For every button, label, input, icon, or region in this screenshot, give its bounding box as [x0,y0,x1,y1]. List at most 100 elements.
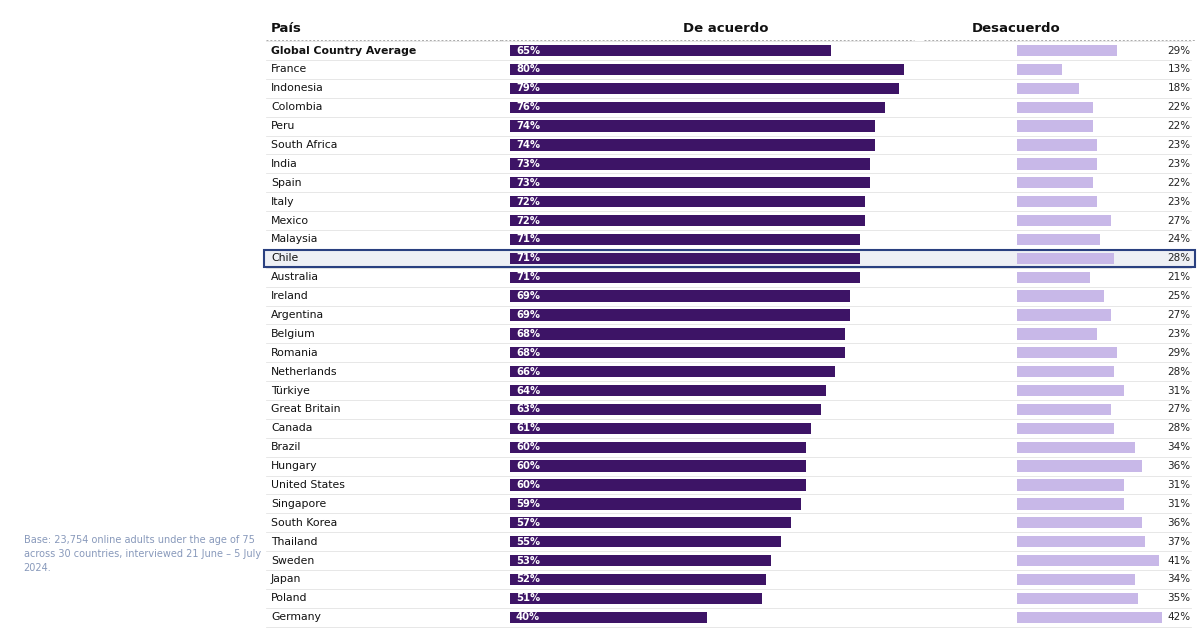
Bar [510,460,806,472]
Text: 23%: 23% [1168,140,1190,150]
Text: 29%: 29% [1168,348,1190,358]
Text: Japan: Japan [271,575,301,584]
Bar [1018,120,1093,132]
Text: 71%: 71% [516,234,540,244]
Text: Brazil: Brazil [271,442,301,452]
Bar [1018,310,1110,321]
Text: 71%: 71% [516,253,540,263]
Bar [510,611,707,623]
Bar [510,120,875,132]
Bar [1018,347,1117,358]
Text: 63%: 63% [516,404,540,415]
Text: Colombia: Colombia [271,103,323,112]
Text: Great Britain: Great Britain [271,404,341,415]
Bar [1018,555,1159,567]
Text: 40%: 40% [516,612,540,622]
Text: 41%: 41% [1168,556,1190,565]
Bar [510,253,860,264]
Text: 28%: 28% [1168,253,1190,263]
Text: 22%: 22% [1168,103,1190,112]
Text: 28%: 28% [1168,423,1190,434]
Bar [510,479,806,491]
Text: 31%: 31% [1168,480,1190,490]
Text: ¿Qué tan de acuerdo o en
desacuerdo está con cada
una de las siguientes
afirmaci: ¿Qué tan de acuerdo o en desacuerdo está… [24,76,216,157]
Text: 61%: 61% [516,423,540,434]
Text: Base: 23,754 online adults under the age of 75
across 30 countries, interviewed : Base: 23,754 online adults under the age… [24,535,260,573]
Bar [1018,611,1163,623]
Text: 79%: 79% [516,84,540,93]
Text: 72%: 72% [516,216,540,225]
Text: 27%: 27% [1168,216,1190,225]
Text: 23%: 23% [1168,159,1190,169]
Bar [510,215,865,226]
Bar [510,310,851,321]
Text: 65%: 65% [516,46,540,56]
Text: Singapore: Singapore [271,499,326,509]
Polygon shape [188,557,262,633]
Text: 22%: 22% [1168,178,1190,188]
Bar [1018,573,1135,585]
Text: 36%: 36% [1168,518,1190,528]
Bar [510,329,845,339]
Text: 55%: 55% [516,537,540,547]
Text: 68%: 68% [516,329,540,339]
Text: 51%: 51% [516,593,540,603]
Text: Canada: Canada [271,423,312,434]
Bar [510,366,835,377]
Text: Se debe
prohibir a los niños menores
de 14 años el uso de redes
sociales tanto d: Se debe prohibir a los niños menores de … [24,145,260,246]
Bar [1018,234,1100,245]
Text: France: France [271,65,307,75]
Text: Germany: Germany [271,612,320,622]
Text: 28%: 28% [1168,367,1190,377]
Text: 27%: 27% [1168,310,1190,320]
Text: Indonesia: Indonesia [271,84,324,93]
Bar [510,573,767,585]
Bar [510,536,781,548]
Bar [510,139,875,151]
Text: 52%: 52% [516,575,540,584]
Bar [1018,158,1097,170]
Text: 22%: 22% [1168,121,1190,131]
Text: Italy: Italy [271,197,294,207]
Bar [510,64,905,75]
Text: 72%: 72% [516,197,540,207]
Text: 74%: 74% [516,140,540,150]
Text: United States: United States [271,480,344,490]
Bar [510,592,762,604]
Bar [510,83,900,94]
Text: Romania: Romania [271,348,319,358]
Bar [1018,592,1139,604]
Text: 69%: 69% [516,310,540,320]
Text: South Korea: South Korea [271,518,337,528]
Text: 57%: 57% [516,518,540,528]
Text: Spain: Spain [271,178,301,188]
Text: 35%: 35% [1168,593,1190,603]
Text: 34%: 34% [1168,575,1190,584]
Text: Argentina: Argentina [271,310,324,320]
Text: Sweden: Sweden [271,556,314,565]
Bar [510,347,845,358]
Text: 18%: 18% [1168,84,1190,93]
Bar [1018,83,1079,94]
Text: Peru: Peru [271,121,295,131]
Bar [1018,460,1141,472]
Text: Türkiye: Türkiye [271,385,310,396]
Text: Desacuerdo: Desacuerdo [972,22,1061,35]
Text: 23%: 23% [1168,197,1190,207]
Bar [1018,215,1110,226]
Bar [1018,385,1124,396]
Bar [510,404,821,415]
Text: 60%: 60% [516,461,540,471]
Bar [510,498,800,510]
Text: 60%: 60% [516,480,540,490]
Bar [1018,423,1114,434]
Text: 53%: 53% [516,556,540,565]
Bar [510,158,870,170]
Text: 74%: 74% [516,121,540,131]
Text: 24%: 24% [1168,234,1190,244]
Text: 25%: 25% [1168,291,1190,301]
Text: Belgium: Belgium [271,329,316,339]
Bar [510,177,870,189]
Bar [1018,291,1104,302]
Text: 59%: 59% [516,499,540,509]
